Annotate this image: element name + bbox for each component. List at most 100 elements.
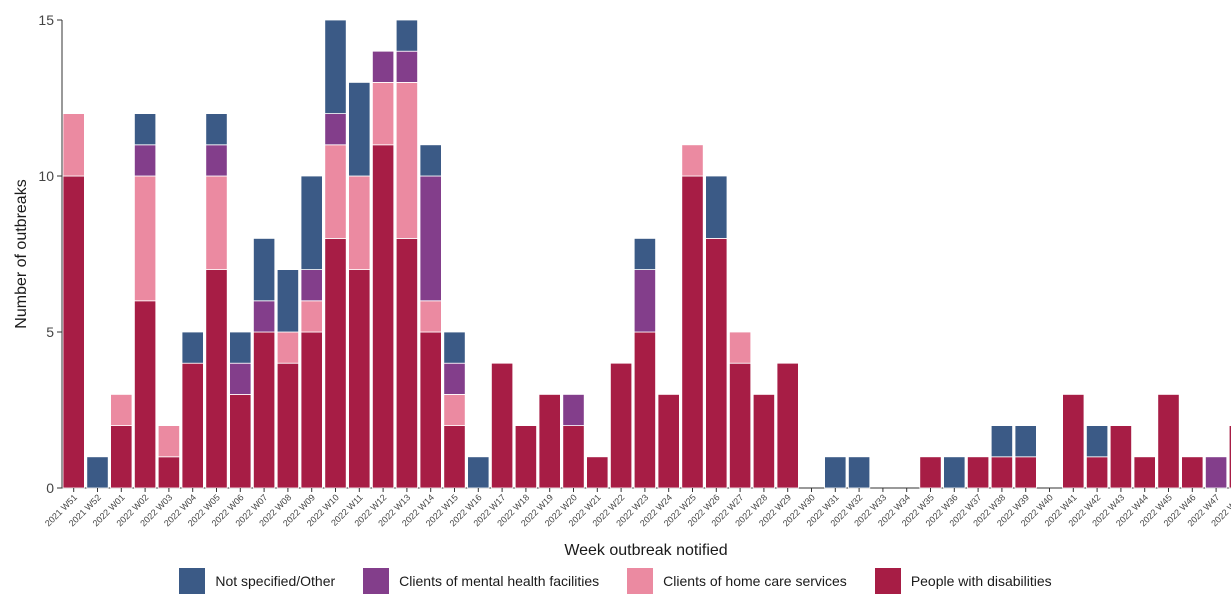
legend-item-mental-health: Clients of mental health facilities [363, 568, 599, 594]
y-ticks: 0 5 10 15 [38, 12, 62, 496]
bar-segment [681, 144, 704, 177]
bar-segment [1086, 456, 1109, 489]
bar-segment [229, 331, 252, 364]
bar-segment [276, 331, 300, 364]
bar-segment [300, 175, 323, 270]
bar-segment [252, 237, 276, 302]
bar-segment [681, 175, 704, 489]
bar-segment [157, 456, 180, 489]
bar-segment [752, 393, 776, 489]
legend-swatch [179, 568, 206, 594]
bar-segment [395, 19, 419, 52]
bar-segment [538, 393, 561, 489]
bar-segment [443, 425, 466, 489]
legend-item-disabilities: People with disabilities [874, 568, 1052, 594]
bar-segment [86, 456, 109, 489]
bar-segment [205, 269, 228, 489]
bar-segment [300, 269, 323, 302]
bar-segment [133, 144, 157, 177]
bar-segment [729, 331, 752, 364]
bar-segment [181, 362, 204, 489]
bar-segment [1181, 456, 1204, 489]
bar-segment [229, 362, 252, 395]
legend-label: Not specified/Other [215, 573, 336, 589]
legend-item-home-care: Clients of home care services [627, 568, 847, 594]
bar-segment [348, 175, 371, 270]
y-tick-label: 5 [46, 324, 54, 340]
bar-segment [467, 456, 490, 489]
bar-segment [395, 237, 419, 489]
bar-segment [633, 331, 657, 489]
y-tick-label: 10 [38, 168, 54, 184]
y-tick-label: 0 [46, 480, 54, 496]
bar-segment [1133, 456, 1156, 489]
legend-label: Clients of mental health facilities [399, 573, 600, 589]
bar-segment [133, 300, 157, 489]
bar-segment [1228, 425, 1231, 489]
bar-segment [490, 362, 514, 489]
bar-segment [990, 425, 1014, 458]
bar-segment [729, 362, 752, 489]
bar-segment [348, 269, 371, 489]
legend: Not specified/Other Clients of mental he… [0, 566, 1231, 596]
bar-segment [110, 393, 133, 426]
bar-segment [586, 456, 609, 489]
legend-label: People with disabilities [910, 573, 1052, 589]
bar-segment [443, 331, 466, 364]
bar-segment [419, 175, 442, 302]
bar-segment [1157, 393, 1180, 489]
bar-segment [657, 393, 680, 489]
y-tick-label: 15 [38, 12, 54, 28]
bar-segment [229, 393, 252, 489]
bar-segment [133, 113, 157, 146]
bar-segment [514, 425, 538, 489]
bar-segment [419, 331, 442, 489]
bar-segment [371, 144, 395, 489]
bar-segment [157, 425, 180, 458]
bar-segment [776, 362, 799, 489]
bar-segment [62, 175, 85, 489]
legend-swatch [627, 568, 654, 594]
bar-segment [562, 425, 585, 489]
bar-segment [252, 300, 276, 333]
bar-segment [205, 113, 228, 146]
bar-segment [371, 82, 395, 146]
bar-segment [300, 300, 323, 333]
bar-segment [1205, 456, 1228, 489]
legend-item-not-specified: Not specified/Other [179, 568, 335, 594]
bar-segment [1062, 393, 1085, 489]
bar-segment [324, 144, 347, 239]
bar-segment [848, 456, 871, 489]
bars-layer [62, 19, 1231, 489]
bar-segment [1014, 425, 1037, 458]
bar-segment [633, 237, 657, 270]
bar-segment [110, 425, 133, 489]
bar-segment [324, 19, 347, 114]
bar-segment [443, 362, 466, 395]
bar-segment [371, 50, 395, 83]
bar-segment [62, 113, 85, 177]
bar-segment [324, 113, 347, 146]
legend-label: Clients of home care services [663, 573, 847, 589]
bar-segment [919, 456, 942, 489]
bar-segment [705, 237, 728, 489]
bar-segment [562, 393, 585, 426]
x-axis-title: Week outbreak notified [564, 542, 727, 559]
bar-segment [205, 175, 228, 270]
bar-segment [348, 82, 371, 177]
y-axis-title: Number of outbreaks [13, 179, 30, 328]
bar-segment [943, 456, 966, 489]
bar-segment [276, 269, 300, 333]
bar-segment [181, 331, 204, 364]
bar-segment [990, 456, 1014, 489]
bar-segment [252, 331, 276, 489]
bar-segment [1014, 456, 1037, 489]
bar-segment [324, 237, 347, 489]
bar-segment [705, 175, 728, 239]
bar-segment [395, 82, 419, 239]
bar-segment [443, 393, 466, 426]
bar-segment [967, 456, 990, 489]
